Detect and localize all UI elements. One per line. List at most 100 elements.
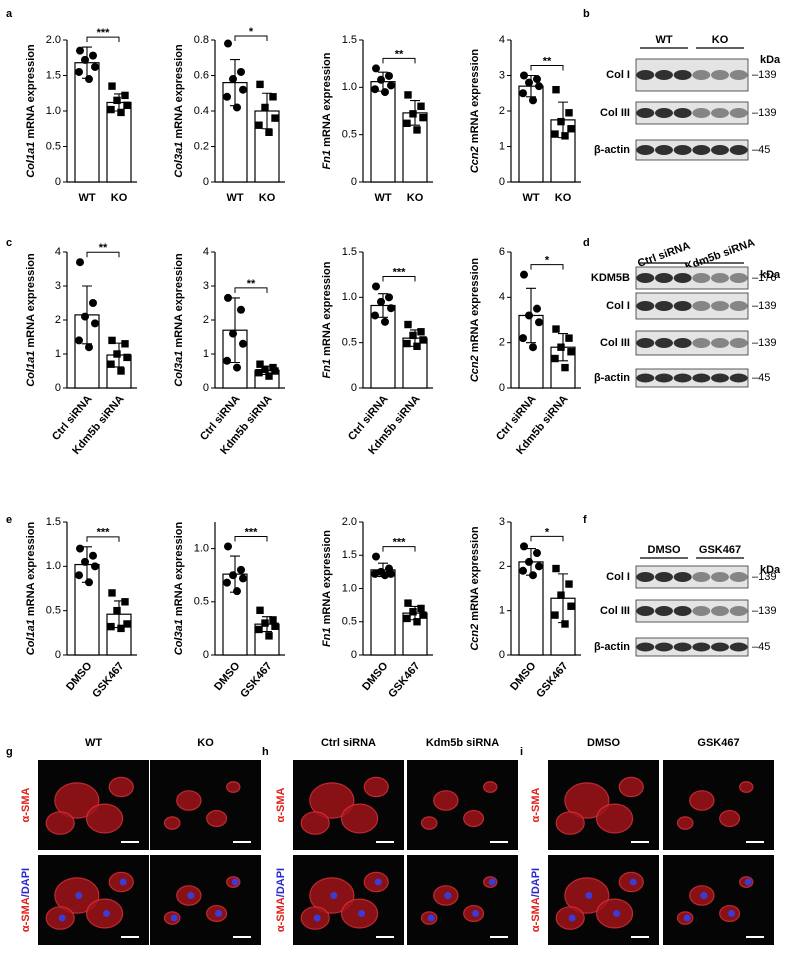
y-tick-label: 0.5 bbox=[342, 129, 357, 141]
row-label: α-SMA bbox=[20, 788, 32, 823]
y-tick-label: 0.2 bbox=[194, 140, 209, 152]
data-point bbox=[85, 578, 93, 587]
y-tick-label: 0.8 bbox=[194, 34, 209, 46]
significance-label: *** bbox=[97, 527, 111, 539]
cell bbox=[564, 782, 610, 819]
data-point bbox=[535, 562, 543, 571]
y-tick-label: 1.5 bbox=[342, 549, 357, 561]
x-tick-label: KO bbox=[111, 192, 128, 204]
nucleus bbox=[744, 878, 752, 886]
x-tick-label: GSK467 bbox=[238, 660, 274, 700]
data-point bbox=[372, 282, 380, 291]
significance-bracket bbox=[234, 35, 268, 41]
panel-letter: g bbox=[6, 746, 13, 758]
data-point bbox=[552, 325, 560, 333]
significance-label: *** bbox=[97, 27, 111, 39]
y-tick-label: 0.5 bbox=[46, 140, 61, 152]
cell bbox=[463, 809, 485, 828]
data-point bbox=[519, 566, 527, 575]
data-point bbox=[261, 103, 269, 112]
data-point bbox=[233, 103, 241, 112]
y-tick-label: 0.5 bbox=[342, 616, 357, 628]
nucleus bbox=[75, 892, 83, 899]
blot-band bbox=[729, 145, 748, 155]
data-point bbox=[91, 62, 99, 71]
x-tick-label: DMSO bbox=[508, 660, 539, 693]
blot-band bbox=[711, 145, 729, 155]
y-tick-label: 3 bbox=[499, 69, 505, 81]
y-tick-label: 0.4 bbox=[194, 105, 209, 117]
row-label: Col I bbox=[606, 571, 630, 583]
blot-band bbox=[655, 273, 673, 283]
nucleus bbox=[58, 914, 66, 922]
blot-band bbox=[636, 338, 655, 348]
unit-label: kDa bbox=[760, 564, 781, 576]
blot-band bbox=[729, 338, 748, 348]
y-tick-label: 0 bbox=[499, 176, 505, 188]
blot-band bbox=[692, 70, 711, 80]
data-point bbox=[535, 318, 543, 327]
blot-band bbox=[729, 301, 748, 311]
nucleus bbox=[728, 910, 736, 917]
cell bbox=[341, 803, 379, 834]
data-point bbox=[381, 88, 389, 97]
y-tick-label: 2 bbox=[55, 314, 61, 326]
blot-band bbox=[673, 373, 692, 383]
data-point bbox=[269, 93, 277, 101]
unit-label: kDa bbox=[760, 54, 781, 66]
y-tick-label: 0.5 bbox=[342, 337, 357, 349]
data-point bbox=[123, 620, 131, 628]
data-point bbox=[223, 92, 231, 101]
row-label: α-SMA bbox=[530, 788, 542, 823]
group-label: KO bbox=[712, 34, 729, 46]
data-point bbox=[371, 85, 379, 94]
blot-band bbox=[729, 70, 748, 80]
y-tick-label: 1 bbox=[499, 140, 505, 152]
data-point bbox=[265, 372, 273, 380]
data-point bbox=[372, 552, 380, 561]
error-bar bbox=[378, 293, 388, 318]
y-tick-label: 0.6 bbox=[194, 69, 209, 81]
x-tick-label: DMSO bbox=[360, 660, 391, 693]
blot-band bbox=[711, 642, 729, 652]
blot-band bbox=[692, 145, 711, 155]
row-label: β-actin bbox=[594, 372, 630, 384]
nucleus bbox=[585, 892, 593, 899]
blot-strip bbox=[635, 58, 749, 92]
x-tick-label: KO bbox=[407, 192, 424, 204]
row-label: α-SMA/DAPI bbox=[20, 868, 32, 932]
data-point bbox=[409, 110, 417, 118]
data-point bbox=[551, 130, 559, 138]
y-tick-label: 2 bbox=[203, 314, 209, 326]
significance-label: *** bbox=[245, 526, 259, 538]
blot-band bbox=[673, 301, 692, 311]
group-label: WT bbox=[655, 34, 672, 46]
marker-label: –45 bbox=[752, 641, 770, 653]
data-point bbox=[567, 348, 575, 356]
data-point bbox=[419, 611, 427, 619]
blot-band bbox=[636, 642, 655, 652]
x-tick-label: KO bbox=[555, 192, 572, 204]
blot-band bbox=[673, 108, 692, 118]
data-point bbox=[533, 549, 541, 558]
blot-band bbox=[655, 572, 673, 582]
data-point bbox=[557, 591, 565, 599]
y-axis-label: Ccn2 mRNA expression bbox=[469, 258, 481, 383]
x-tick-label: WT bbox=[374, 192, 391, 204]
bar bbox=[370, 569, 396, 656]
data-point bbox=[223, 356, 231, 365]
y-tick-label: 0.5 bbox=[194, 596, 209, 608]
cell bbox=[108, 776, 134, 798]
blot-band bbox=[692, 273, 711, 283]
data-point bbox=[123, 101, 131, 110]
significance-label: ** bbox=[543, 55, 552, 67]
nucleus bbox=[119, 878, 127, 886]
y-tick-label: 1.0 bbox=[342, 582, 357, 594]
blot-band bbox=[711, 373, 729, 383]
cell bbox=[163, 816, 181, 830]
significance-label: *** bbox=[393, 536, 407, 548]
data-point bbox=[381, 317, 389, 326]
data-point bbox=[557, 117, 565, 126]
significance-bracket bbox=[86, 251, 120, 258]
data-point bbox=[107, 360, 115, 368]
